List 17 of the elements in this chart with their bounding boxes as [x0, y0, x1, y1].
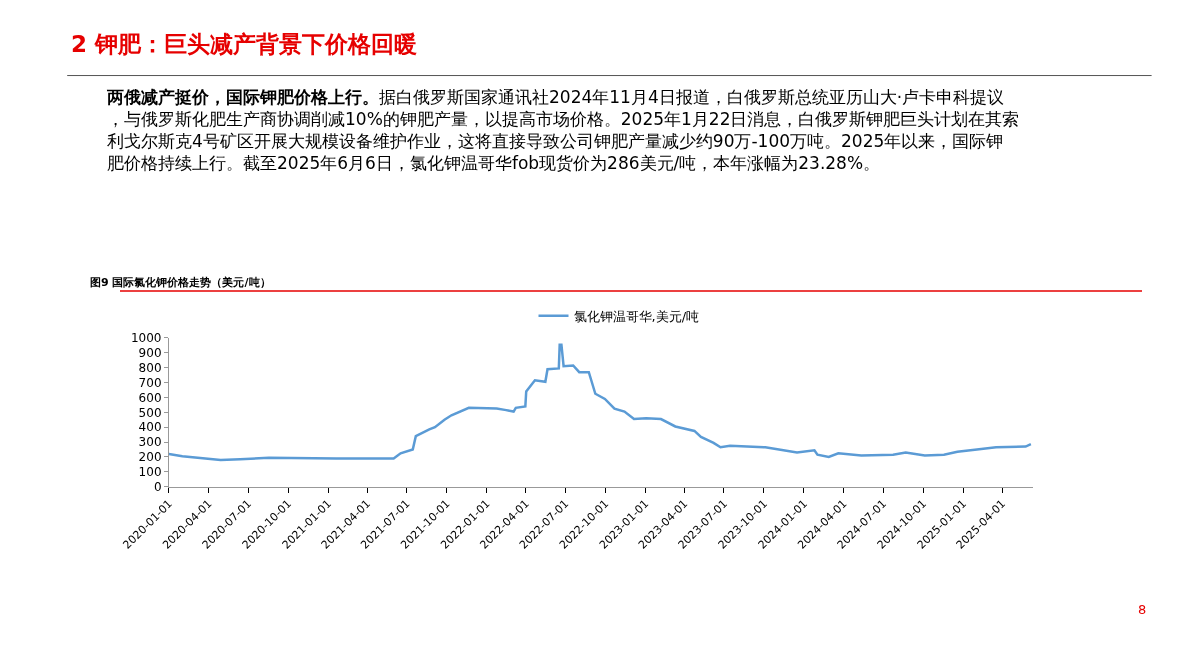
y-tick-label: 0 [153, 479, 162, 494]
y-tick-label: 700 [138, 375, 162, 390]
y-tick-label: 800 [138, 360, 162, 375]
y-tick-label: 500 [138, 405, 162, 420]
y-tick-label: 200 [138, 450, 162, 465]
y-tick-label: 100 [138, 465, 162, 480]
y-tick-label: 900 [138, 346, 162, 361]
y-tick-label: 400 [138, 420, 162, 435]
legend-label: 氯化钾温哥华,美元/吨 [573, 308, 700, 324]
chart-subtitle: 图9 国际氯化钾价格走势（美元/吨） [90, 276, 271, 289]
y-tick-label: 1000 [130, 331, 162, 346]
text: 两俄减产挺价，国际钾肥价格上行。 [106, 87, 379, 107]
y-tick-label: 300 [138, 435, 162, 450]
line-series [168, 343, 1033, 462]
chart-title: 2 钾肥：巨头减产背景下价格回暖 [71, 31, 418, 57]
text: 8 [1138, 602, 1147, 617]
y-tick-label: 600 [138, 390, 162, 405]
